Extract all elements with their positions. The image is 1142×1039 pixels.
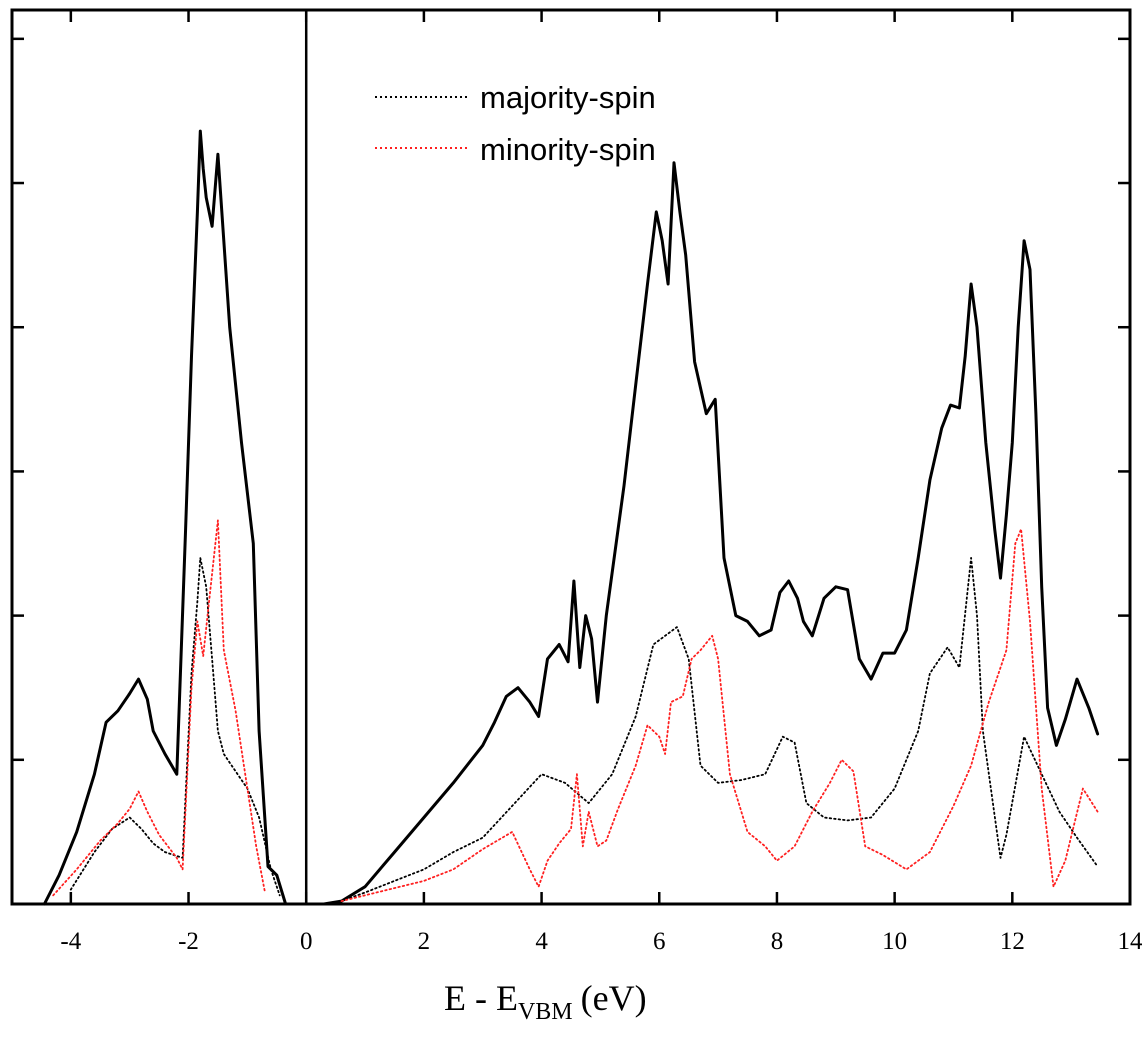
x-tick-label: 12 [1000,928,1025,955]
x-axis-label-main: E - E [444,978,518,1018]
legend-label-minority: minority-spin [480,132,656,167]
legend: majority-spin minority-spin [375,80,656,167]
x-tick-labels: -4 -2 0 2 4 6 8 10 12 14 [60,928,1142,955]
x-tick-label: 6 [653,928,666,955]
series-line-total-2 [322,161,1100,906]
x-axis-label-unit: (eV) [581,978,647,1018]
x-tick-label: 4 [535,928,548,955]
series-line-minority-1 [52,519,266,897]
y-ticks [12,37,1130,762]
series-line-total-1 [42,129,288,906]
x-tick-label: 14 [1118,928,1142,955]
x-tick-label: 10 [882,928,907,955]
series-line-majority-1 [69,557,281,897]
x-tick-label: -4 [60,928,81,955]
x-ticks [69,10,1132,904]
plot-frame [10,8,1132,906]
x-axis-label-subscript: VBM [518,999,573,1025]
x-tick-label: 2 [418,928,431,955]
x-tick-label: 0 [300,928,313,955]
series-line-minority-2 [340,528,1099,902]
series-layer [42,129,1100,906]
x-tick-label: -2 [178,928,199,955]
x-tick-label: 8 [771,928,784,955]
series-line-majority-2 [340,557,1099,902]
legend-label-majority: majority-spin [480,80,656,115]
x-axis-label: E - EVBM (eV) [444,978,647,1025]
